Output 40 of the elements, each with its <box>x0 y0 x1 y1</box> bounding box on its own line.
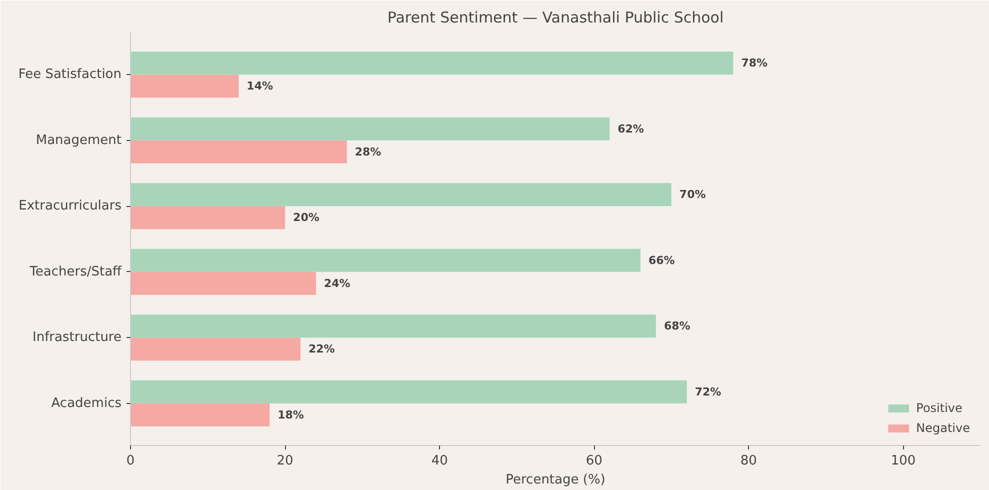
bar <box>130 380 687 404</box>
data-label: 68% <box>664 320 690 333</box>
legend-label: Positive <box>916 401 962 415</box>
data-label: 28% <box>354 145 382 158</box>
bar <box>130 314 656 338</box>
x-axis-title: Percentage (%) <box>506 472 606 488</box>
bar <box>130 74 239 98</box>
y-tick-label: Academics <box>51 396 122 411</box>
data-label: 72% <box>694 385 722 398</box>
bar <box>130 338 300 361</box>
x-tick-label: 100 <box>890 454 916 468</box>
y-tick-label: Extracurriculars <box>18 198 122 214</box>
data-label: 14% <box>246 80 274 93</box>
y-tick-label: Teachers/Staff <box>28 264 123 280</box>
y-tick-label: Fee Satisfaction <box>18 67 122 82</box>
data-label: 18% <box>278 408 304 422</box>
chart-title: Parent Sentiment — Vanasthali Public School <box>387 8 724 26</box>
x-tick-label: 80 <box>740 454 757 468</box>
data-label: 20% <box>293 211 320 224</box>
x-tick-label: 60 <box>586 454 602 468</box>
data-label: 70% <box>679 188 706 202</box>
bar <box>130 272 316 295</box>
data-label: 66% <box>648 254 675 267</box>
x-tick-label: 0 <box>126 454 135 468</box>
bar <box>130 403 270 426</box>
x-tick-label: 20 <box>276 454 294 468</box>
bar <box>130 206 286 230</box>
bar <box>130 183 672 206</box>
legend-label: Negative <box>916 421 970 435</box>
bar <box>130 52 734 75</box>
data-label: 62% <box>618 122 644 136</box>
x-tick-label: 40 <box>431 454 448 468</box>
bar <box>130 117 610 140</box>
data-label: 24% <box>324 276 350 290</box>
bar <box>130 140 347 164</box>
bar <box>130 248 640 272</box>
y-tick-label: Infrastructure <box>32 330 122 346</box>
y-tick-label: Management <box>36 132 122 148</box>
data-label: 78% <box>741 56 768 70</box>
data-label: 22% <box>308 342 335 356</box>
